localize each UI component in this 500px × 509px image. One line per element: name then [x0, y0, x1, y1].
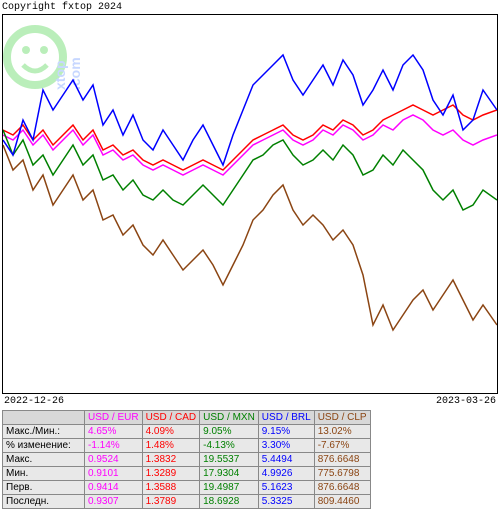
- table-corner: [3, 411, 85, 425]
- table-cell: 17.9304: [200, 467, 259, 481]
- table-cell: 0.9307: [85, 495, 143, 509]
- table-cell: 5.4494: [258, 453, 314, 467]
- table-cell: 4.09%: [142, 425, 200, 439]
- table-header: USD / CAD: [142, 411, 200, 425]
- table-cell: 18.6928: [200, 495, 259, 509]
- chart-area: [2, 14, 498, 394]
- copyright-text: Copyright fxtop 2024: [2, 2, 122, 13]
- table-row-label: Макс.: [3, 453, 85, 467]
- table-cell: 19.4987: [200, 481, 259, 495]
- table-header: USD / EUR: [85, 411, 143, 425]
- table-cell: 0.9524: [85, 453, 143, 467]
- table-cell: 809.4460: [314, 495, 370, 509]
- date-start-label: 2022-12-26: [4, 396, 64, 407]
- table-cell: -7.67%: [314, 439, 370, 453]
- table-row-label: % изменение:: [3, 439, 85, 453]
- series-line: [3, 145, 497, 330]
- table-cell: 9.05%: [200, 425, 259, 439]
- table-row-label: Последн.: [3, 495, 85, 509]
- table-cell: -4.13%: [200, 439, 259, 453]
- table-row-label: Перв.: [3, 481, 85, 495]
- table-cell: 1.3289: [142, 467, 200, 481]
- table-cell: 1.3789: [142, 495, 200, 509]
- table-cell: 0.9101: [85, 467, 143, 481]
- chart-lines: [3, 15, 497, 393]
- table-cell: 876.6648: [314, 453, 370, 467]
- table-cell: 5.1623: [258, 481, 314, 495]
- table-cell: 876.6648: [314, 481, 370, 495]
- table-row-label: Мин.: [3, 467, 85, 481]
- table-cell: 775.6798: [314, 467, 370, 481]
- table-cell: 19.5537: [200, 453, 259, 467]
- date-end-label: 2023-03-26: [436, 396, 496, 407]
- table-cell: 13.02%: [314, 425, 370, 439]
- table-header: USD / CLP: [314, 411, 370, 425]
- table-cell: 1.48%: [142, 439, 200, 453]
- table-row-label: Макс./Мин.:: [3, 425, 85, 439]
- table-cell: 3.30%: [258, 439, 314, 453]
- series-line: [3, 115, 497, 175]
- table-cell: 4.65%: [85, 425, 143, 439]
- table-header: USD / MXN: [200, 411, 259, 425]
- table-cell: 0.9414: [85, 481, 143, 495]
- table-cell: -1.14%: [85, 439, 143, 453]
- table-header: USD / BRL: [258, 411, 314, 425]
- summary-table: USD / EURUSD / CADUSD / MXNUSD / BRLUSD …: [2, 410, 371, 509]
- table-cell: 1.3832: [142, 453, 200, 467]
- table-cell: 9.15%: [258, 425, 314, 439]
- table-cell: 4.9926: [258, 467, 314, 481]
- table-cell: 1.3588: [142, 481, 200, 495]
- table-cell: 5.3325: [258, 495, 314, 509]
